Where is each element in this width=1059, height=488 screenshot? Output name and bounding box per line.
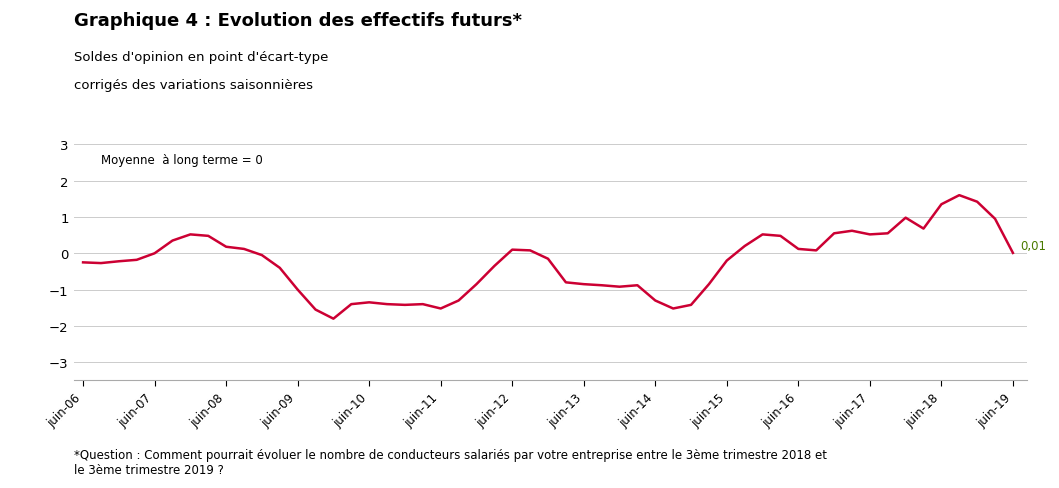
Text: Soldes d'opinion en point d'écart-type: Soldes d'opinion en point d'écart-type xyxy=(74,51,328,64)
Text: Moyenne  à long terme = 0: Moyenne à long terme = 0 xyxy=(101,154,263,167)
Text: *Question : Comment pourrait évoluer le nombre de conducteurs salariés par votre: *Question : Comment pourrait évoluer le … xyxy=(74,448,827,476)
Text: 0,01: 0,01 xyxy=(1020,239,1046,252)
Text: corrigés des variations saisonnières: corrigés des variations saisonnières xyxy=(74,79,313,92)
Text: Graphique 4 : Evolution des effectifs futurs*: Graphique 4 : Evolution des effectifs fu… xyxy=(74,12,522,30)
